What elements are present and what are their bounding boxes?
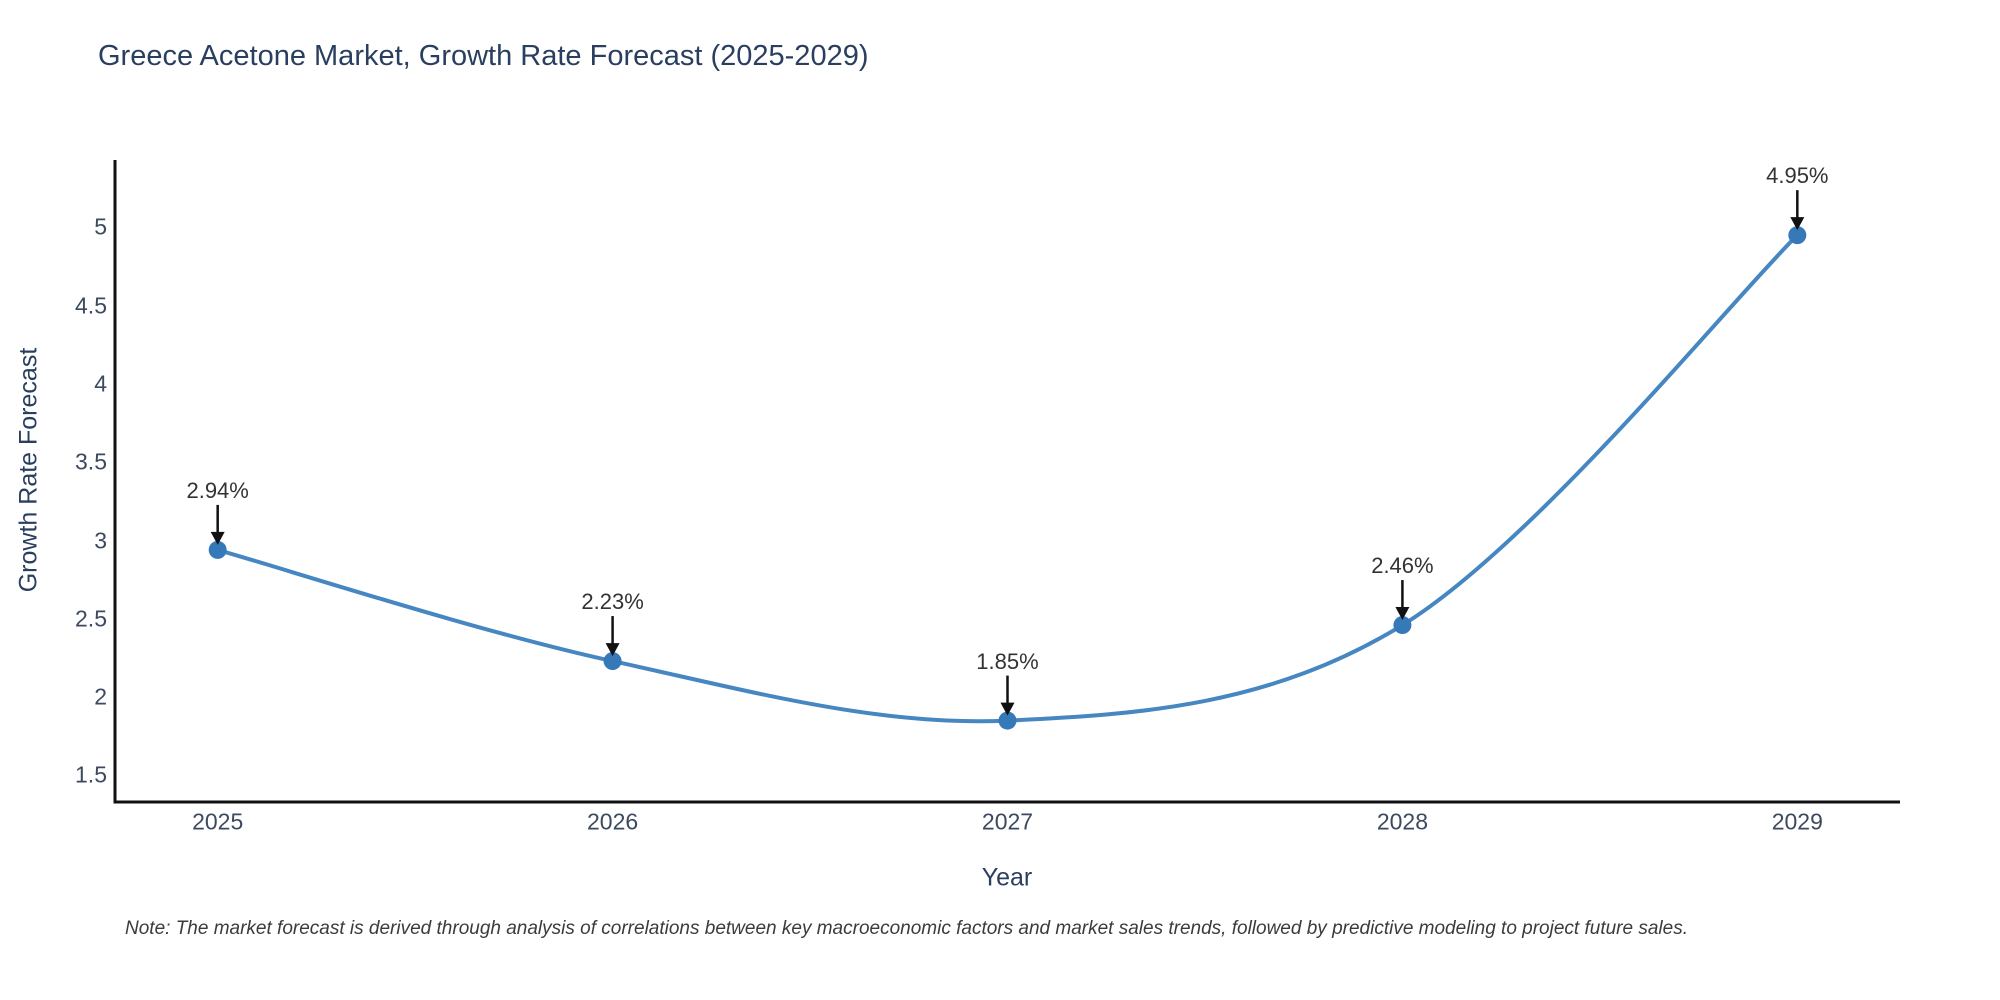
x-tick-label: 2028: [1376, 808, 1428, 835]
point-value-label: 2.46%: [1371, 553, 1434, 579]
y-tick-label: 2.5: [75, 605, 107, 632]
point-value-label: 4.95%: [1766, 163, 1829, 189]
data-point-marker: [603, 652, 622, 671]
data-point-marker: [1393, 616, 1412, 635]
data-point-marker: [208, 540, 227, 559]
y-tick-label: 4.5: [75, 292, 107, 319]
y-tick-label: 5: [94, 213, 107, 240]
annotation-arrow-head: [605, 643, 620, 657]
point-value-label: 1.85%: [976, 648, 1039, 674]
y-tick-label: 2: [94, 683, 107, 710]
x-axis-title: Year: [981, 863, 1033, 892]
x-tick-label: 2025: [192, 808, 244, 835]
data-point-marker: [1788, 226, 1807, 245]
chart-title: Greece Acetone Market, Growth Rate Forec…: [98, 40, 869, 72]
y-tick-label: 3.5: [75, 448, 107, 475]
annotation-arrow-head: [1000, 702, 1015, 716]
data-point-marker: [998, 711, 1017, 730]
point-value-label: 2.94%: [186, 477, 249, 503]
annotation-arrow-head: [210, 531, 225, 545]
y-tick-label: 3: [94, 527, 107, 553]
forecast-line: [217, 233, 1799, 724]
footnote: Note: The market forecast is derived thr…: [125, 918, 1688, 939]
y-tick-label: 4: [94, 370, 107, 397]
point-value-label: 2.23%: [581, 589, 644, 615]
annotation-arrow-head: [1395, 607, 1410, 621]
x-tick-label: 2027: [981, 808, 1034, 835]
y-tick-label: 1.5: [75, 761, 107, 788]
annotation-arrow-head: [1790, 217, 1805, 231]
x-tick-label: 2029: [1771, 808, 1823, 835]
x-tick-label: 2026: [586, 808, 639, 835]
